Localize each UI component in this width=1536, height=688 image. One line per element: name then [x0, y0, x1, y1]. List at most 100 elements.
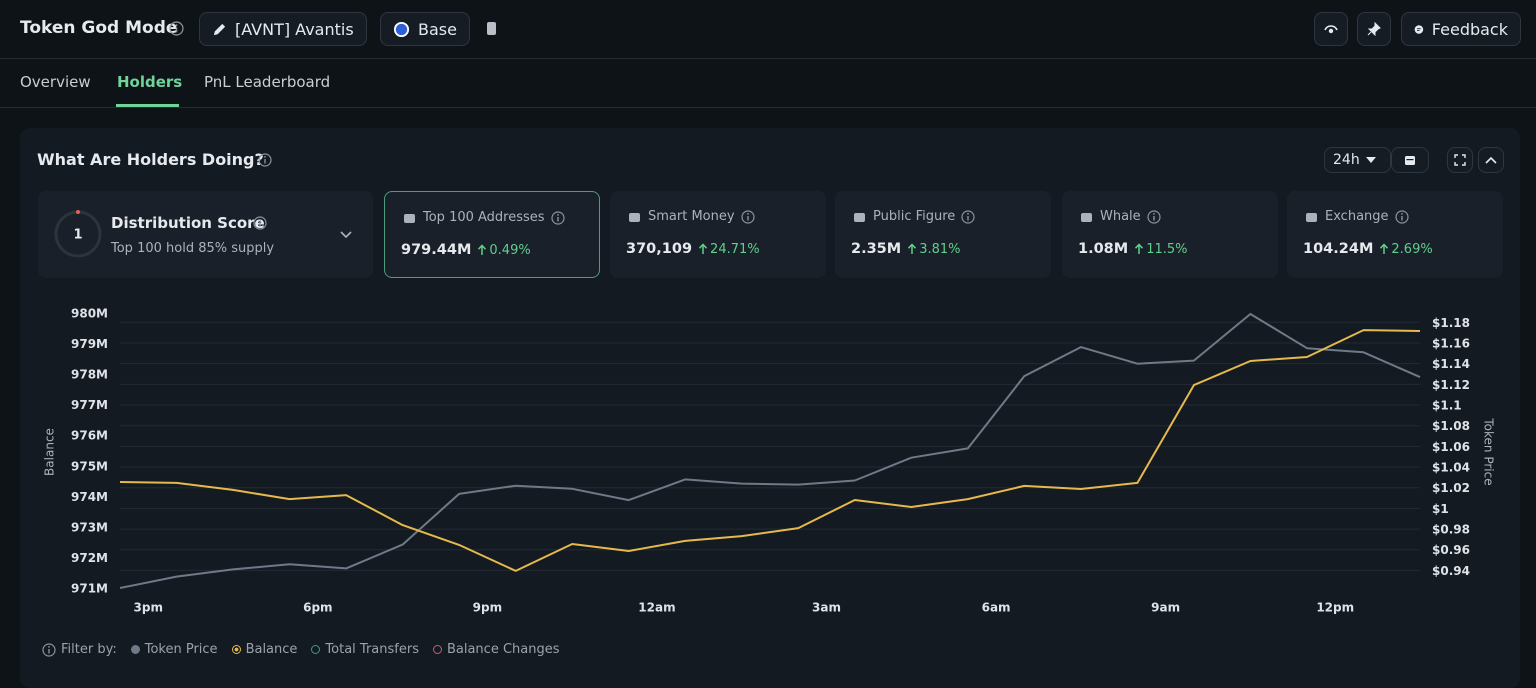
panel-title: What Are Holders Doing?: [37, 150, 264, 169]
collapse-button[interactable]: [1478, 147, 1504, 173]
distribution-card[interactable]: 1 Distribution Score Top 100 hold 85% su…: [38, 191, 373, 278]
token-button[interactable]: [AVNT] Avantis: [199, 12, 367, 46]
y-tick-label: 977M: [71, 398, 108, 412]
card-value-row: 2.35M 3.81%: [851, 241, 961, 257]
chevron-icon: [1485, 156, 1497, 164]
chain-icon: [393, 21, 410, 37]
card-icon: [404, 214, 415, 223]
legend-dot: [311, 645, 321, 654]
card-value: 1.08M: [1078, 241, 1129, 257]
info-icon: [961, 210, 975, 224]
x-tick-label: 9pm: [473, 601, 502, 615]
legend-item[interactable]: Token Price: [130, 642, 218, 657]
y-axis-title: Balance: [43, 428, 57, 476]
card-value: 979.44M: [401, 242, 472, 258]
metric-card[interactable]: Smart Money 370,109 24.71%: [610, 191, 826, 278]
tab[interactable]: PnL Leaderboard: [204, 73, 331, 91]
legend-dot: [432, 645, 442, 654]
filter-label: Filter by:: [61, 642, 117, 657]
y2-tick-label: $1.12: [1432, 378, 1470, 392]
y2-tick-label: $1.08: [1432, 419, 1470, 433]
series-line: [119, 329, 1421, 572]
feedback-button[interactable]: Feedback: [1401, 12, 1521, 46]
card-icon-shape: [629, 213, 640, 222]
metric-card[interactable]: Whale 1.08M 11.5%: [1062, 191, 1278, 278]
feedback-label: Feedback: [1431, 19, 1508, 39]
info-icon: [741, 210, 755, 224]
copy-icon[interactable]: [485, 21, 497, 37]
x-tick-label: 12am: [638, 601, 675, 615]
y-tick-label: 972M: [71, 551, 108, 565]
metric-card[interactable]: Exchange 104.24M 2.69%: [1287, 191, 1503, 278]
x-tick-label: 9am: [1151, 601, 1180, 615]
chart: Balance Token Price $1.18 $1.16 $1.14 $1.12…: [43, 307, 1496, 615]
chain-button[interactable]: Base: [380, 12, 470, 46]
tab-underline: [116, 104, 179, 107]
x-tick-label: 6am: [982, 601, 1011, 615]
tab-active[interactable]: Holders: [117, 73, 183, 91]
pin-icon: [1367, 22, 1381, 36]
card-label: Top 100 Addresses: [423, 210, 545, 225]
card-label: Public Figure: [873, 209, 956, 224]
up-arrow: [1379, 243, 1389, 255]
y-tick-label: 974M: [71, 490, 108, 504]
y-tick-label: 976M: [71, 429, 108, 443]
header: [0, 0, 1536, 59]
y2-tick-label: $1.06: [1432, 440, 1470, 454]
y2-axis-title: Token Price: [1482, 417, 1496, 485]
y2-tick-label: $0.96: [1432, 543, 1470, 557]
legend-label: Balance: [245, 642, 298, 657]
timeframe-label: 24h: [1333, 152, 1360, 168]
tab[interactable]: Overview: [20, 73, 91, 91]
card-value-row: 370,109 24.71%: [626, 241, 760, 257]
info-icon: [42, 643, 56, 657]
card-value: 2.35M: [851, 241, 902, 257]
expand-button[interactable]: [1447, 147, 1473, 173]
info-icon: [1147, 210, 1161, 224]
legend-label: Token Price: [144, 642, 218, 657]
metric-card[interactable]: Public Figure 2.35M 3.81%: [835, 191, 1051, 278]
calendar-icon: [1405, 156, 1415, 165]
legend-item[interactable]: Balance Changes: [432, 642, 560, 657]
card-change: 24.71%: [710, 241, 760, 257]
y-tick-label: 971M: [71, 582, 108, 596]
y2-tick-label: $1: [1432, 502, 1449, 516]
card-icon-shape: [854, 213, 865, 222]
up-arrow: [1134, 243, 1144, 255]
info-icon: [169, 21, 184, 36]
filter-bar: Filter by: Token Price Balance Total Trans…: [42, 642, 560, 657]
watch-button[interactable]: [1314, 12, 1348, 46]
caret-icon: [1365, 157, 1376, 163]
timeframe-select[interactable]: 24h: [1324, 147, 1391, 173]
edit-icon: [213, 23, 226, 35]
card-label: Whale: [1100, 209, 1141, 224]
card-value-row: 979.44M 0.49%: [401, 242, 531, 258]
card-icon: [1306, 213, 1317, 222]
card-change: 11.5%: [1146, 241, 1188, 257]
y-tick-label: 975M: [71, 459, 108, 473]
calendar-button[interactable]: [1391, 147, 1429, 173]
x-tick-label: 12pm: [1316, 601, 1354, 615]
card-change: 0.49%: [489, 242, 531, 258]
card-icon: [629, 213, 640, 222]
y-tick-label: 979M: [71, 337, 108, 351]
filter-label-group: Filter by:: [42, 642, 117, 657]
legend-dot: [231, 645, 241, 654]
legend-item[interactable]: Balance: [231, 642, 298, 657]
chain-name: Base: [418, 19, 457, 39]
legend-label: Total Transfers: [325, 642, 419, 657]
up-arrow: [907, 243, 917, 255]
x-tick-label: 6pm: [303, 601, 332, 615]
card-icon-shape: [1081, 213, 1092, 222]
card-change: 2.69%: [1391, 241, 1433, 257]
info-icon: [1395, 210, 1409, 224]
metric-card[interactable]: Top 100 Addresses 979.44M 0.49%: [384, 191, 600, 278]
chat-icon: [1414, 24, 1424, 34]
legend-item[interactable]: Total Transfers: [311, 642, 419, 657]
x-tick-label: 3am: [812, 601, 841, 615]
y2-tick-label: $1.18: [1432, 316, 1470, 330]
pin-button[interactable]: [1357, 12, 1391, 46]
y2-tick-label: $1.14: [1432, 357, 1470, 371]
up-arrow: [477, 244, 487, 256]
